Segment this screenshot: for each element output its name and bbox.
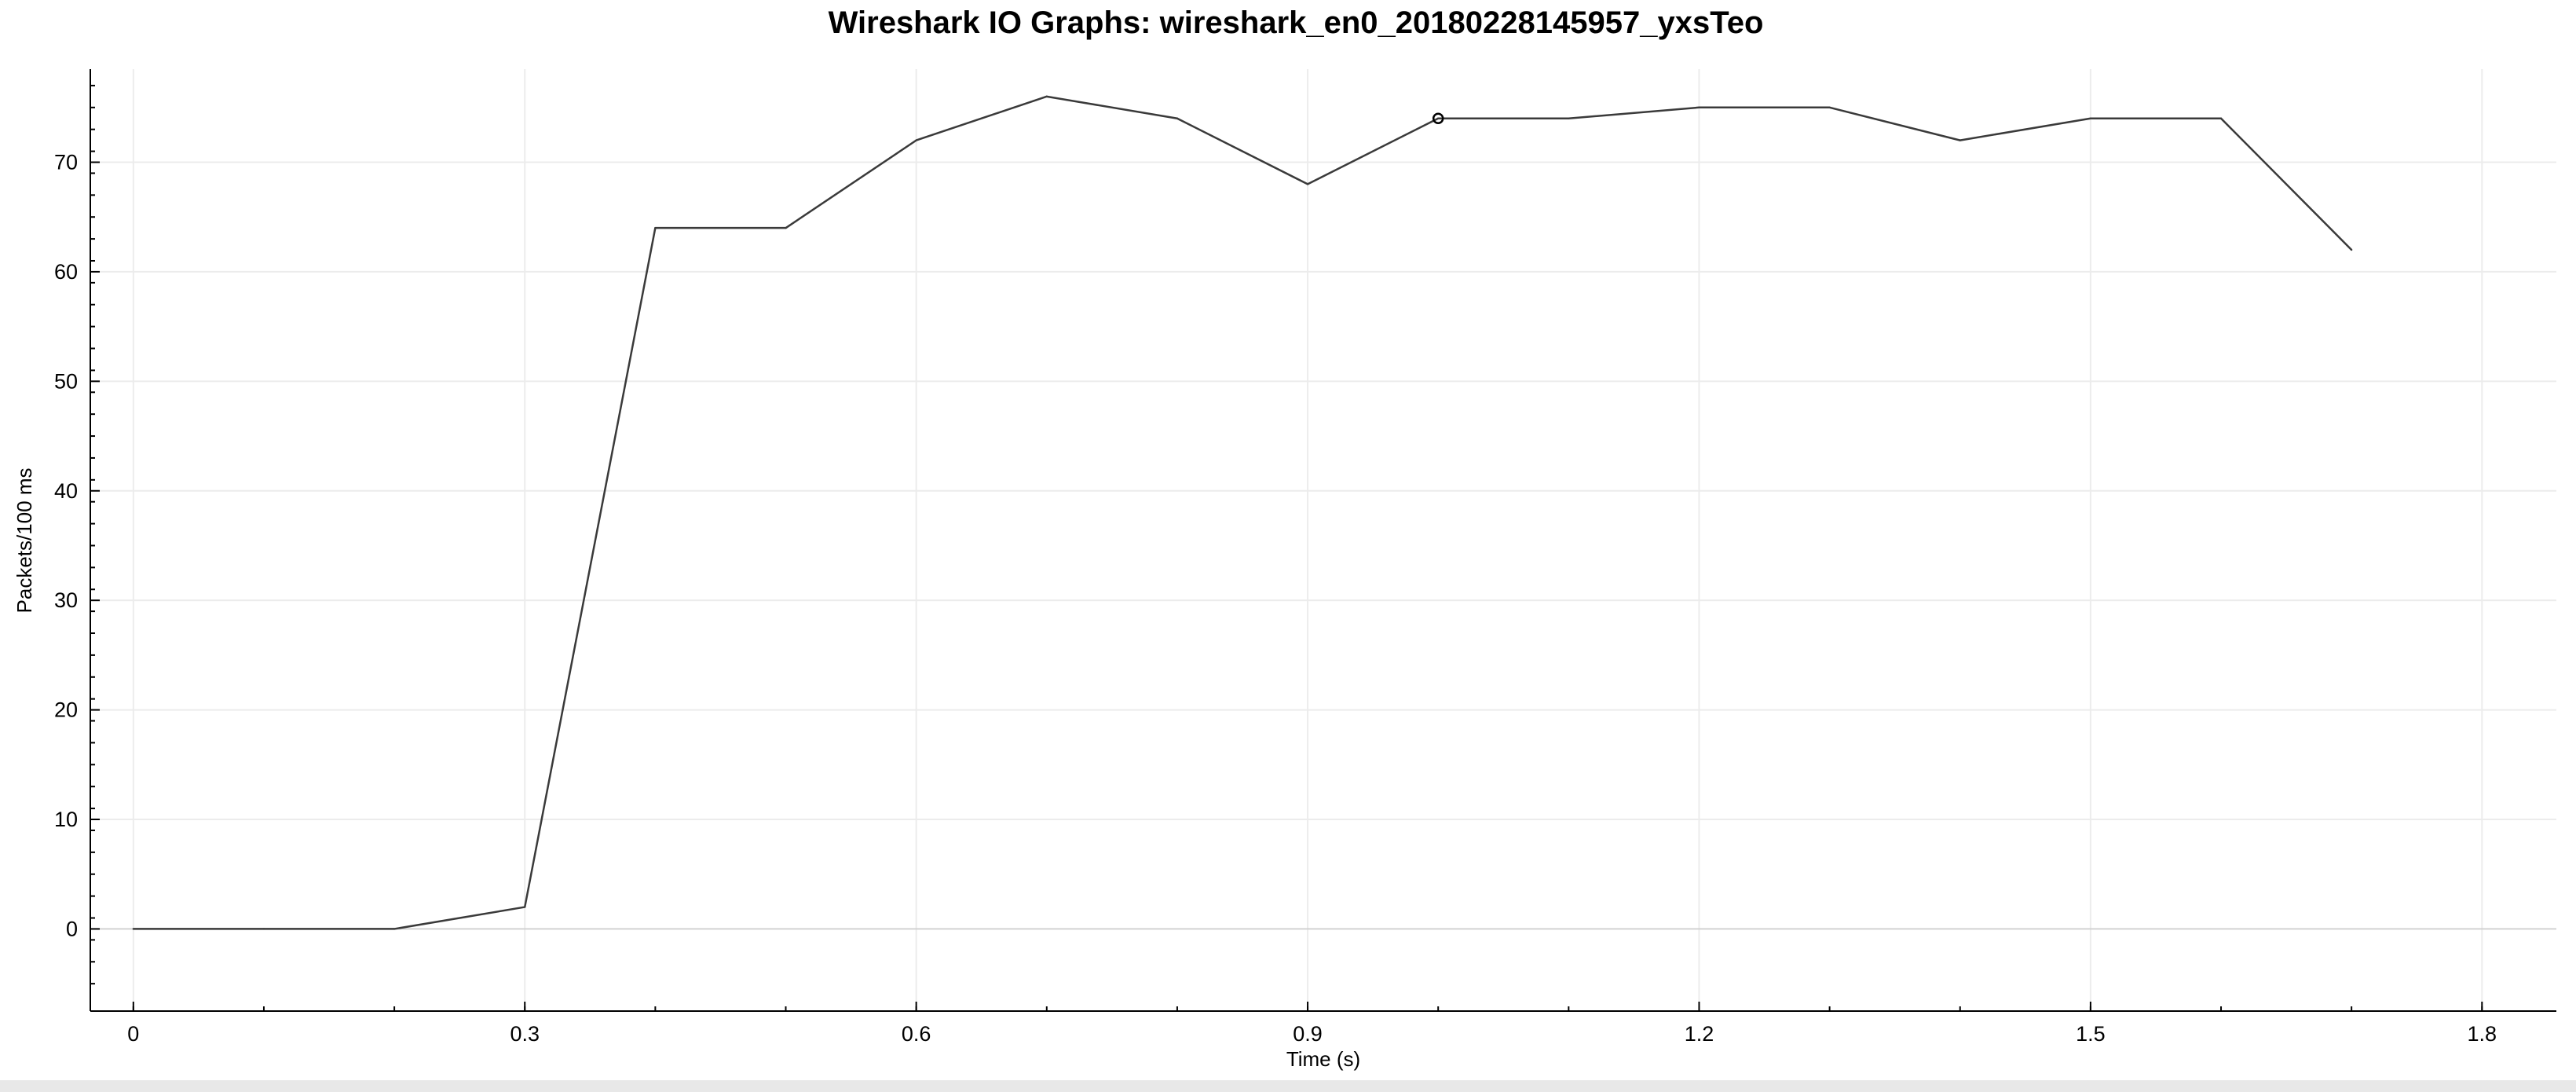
x-tick-label: 0.3: [510, 1022, 540, 1046]
data-point: [1568, 117, 1570, 119]
x-tick-label: 1.5: [2076, 1022, 2106, 1046]
data-point: [1437, 117, 1440, 119]
x-tick-label: 0.6: [902, 1022, 931, 1046]
grid-lines: [90, 69, 2556, 1011]
axes: [90, 69, 2556, 1012]
data-point: [1306, 183, 1309, 185]
data-point: [1828, 106, 1831, 108]
y-tick-label: 40: [54, 479, 78, 503]
x-tick-label: 0.9: [1293, 1022, 1323, 1046]
y-tick-label: 70: [54, 151, 78, 174]
x-tick-label: 0: [127, 1022, 139, 1046]
y-tick-label: 0: [66, 917, 78, 940]
data-point: [1959, 139, 1961, 141]
series-layer: [132, 95, 2353, 930]
data-point: [2089, 117, 2092, 119]
chart-title: Wireshark IO Graphs: wireshark_en0_20180…: [829, 5, 1764, 40]
data-point: [262, 928, 265, 930]
data-point: [915, 139, 917, 141]
data-point: [132, 928, 135, 930]
y-tick-label: 50: [54, 369, 78, 393]
data-point: [1045, 95, 1048, 98]
series-line: [133, 95, 2353, 930]
data-point: [2219, 117, 2223, 119]
data-point: [1176, 117, 1179, 119]
tick-labels: 0 0.3 0.6 0.9 1.2 1.5 1.8 0 10 20 30 40 50 60 70: [54, 151, 2497, 1046]
y-tick-label: 20: [54, 698, 78, 722]
y-tick-label: 60: [54, 260, 78, 284]
window-bottom-edge: [0, 1080, 2576, 1092]
x-tick-label: 1.8: [2468, 1022, 2497, 1046]
y-tick-label: 30: [54, 588, 78, 612]
y-tick-label: 10: [54, 808, 78, 831]
tick-marks: [90, 84, 2483, 1011]
x-axis-label: Time (s): [1286, 1047, 1360, 1071]
data-point: [524, 906, 526, 908]
data-point: [1698, 106, 1700, 108]
y-axis-label: Packets/100 ms: [13, 468, 36, 614]
data-point: [2350, 248, 2353, 251]
highlight-point-marker: [1432, 112, 1444, 124]
data-point: [785, 226, 787, 229]
data-point: [393, 928, 396, 930]
data-point: [654, 226, 657, 229]
x-tick-label: 1.2: [1685, 1022, 1714, 1046]
